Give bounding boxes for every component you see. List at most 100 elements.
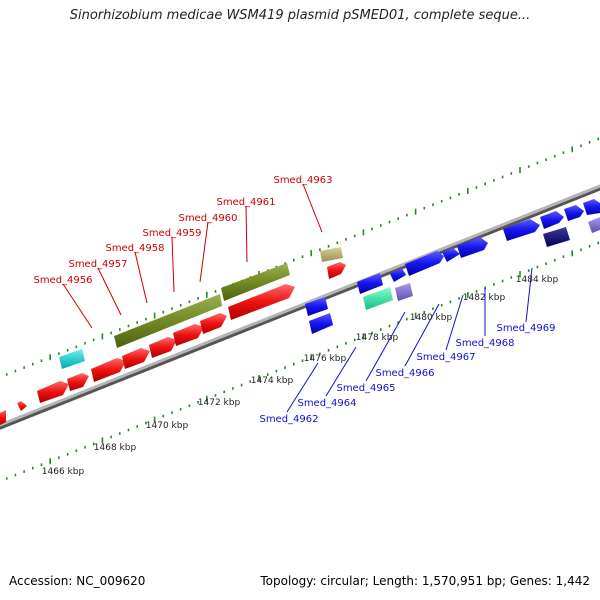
minor-tick (240, 383, 243, 387)
gene-arrow-forward[interactable] (457, 237, 488, 258)
gene-label[interactable]: Smed_4965 (336, 383, 395, 394)
major-tick (101, 437, 104, 444)
gene-arrow-forward[interactable] (583, 199, 600, 215)
minor-tick (293, 362, 295, 366)
gene-cyan[interactable] (59, 349, 85, 369)
kbp-tick-label: 1482 kbp (463, 293, 506, 303)
minor-tick (432, 203, 434, 206)
major-tick (206, 291, 208, 298)
gene-label[interactable]: Smed_4969 (496, 323, 555, 334)
minor-tick (75, 345, 78, 349)
minor-tick (527, 165, 530, 168)
minor-tick (536, 161, 539, 165)
kbp-tick-label: 1476 kbp (304, 354, 347, 364)
gene-arrow-forward[interactable] (540, 211, 564, 229)
minor-tick (536, 265, 539, 269)
minor-tick (423, 310, 426, 314)
major-tick (153, 416, 156, 423)
minor-tick (179, 303, 182, 307)
gene-lavender[interactable] (588, 217, 600, 233)
minor-tick (371, 227, 373, 231)
minor-tick (562, 151, 565, 154)
gene-arrow-reverse[interactable] (0, 410, 6, 425)
minor-tick (554, 154, 556, 158)
gene-mint[interactable] (363, 287, 393, 310)
kbp-tick-label: 1478 kbp (356, 333, 399, 343)
genome-summary-text: Topology: circular; Length: 1,570,951 bp… (260, 574, 590, 588)
forward-strand-genes (305, 199, 600, 334)
gene-label[interactable]: Smed_4958 (105, 243, 164, 254)
gene-arrow-reverse[interactable] (91, 358, 126, 382)
minor-tick (475, 186, 478, 189)
gene-arrow-forward[interactable] (390, 268, 406, 282)
gene-lavender[interactable] (395, 283, 413, 301)
minor-tick (136, 321, 138, 324)
gene-arrow-forward[interactable] (309, 313, 333, 334)
gene-label[interactable]: Smed_4963 (273, 175, 332, 186)
leader-line (245, 205, 248, 263)
gene-arrow-forward[interactable] (564, 205, 584, 221)
genome-map[interactable]: Smed_4956 Smed_4957 Smed_4958 Smed_4959 … (0, 0, 600, 560)
gene-label[interactable]: Smed_4964 (297, 398, 356, 409)
minor-tick (458, 193, 460, 196)
minor-tick (293, 258, 295, 262)
reverse-gene-labels: Smed_4956 Smed_4957 Smed_4958 Smed_4959 … (33, 175, 332, 286)
kbp-tick-label: 1466 kbp (42, 467, 85, 477)
kbp-tick-label: 1484 kbp (516, 275, 559, 285)
gene-arrow-forward[interactable] (357, 273, 383, 294)
gene-arrow-reverse[interactable] (122, 348, 150, 369)
major-tick (49, 354, 51, 361)
gene-arrow-reverse[interactable] (37, 381, 69, 403)
minor-tick (162, 310, 165, 314)
gene-arrow-reverse[interactable] (67, 373, 89, 391)
gene-label[interactable]: Smed_4961 (216, 197, 275, 208)
gene-arrow-forward[interactable] (503, 219, 540, 241)
leader-line (199, 221, 209, 283)
minor-tick (110, 435, 112, 439)
leader-line (302, 183, 323, 233)
gene-arrow-reverse[interactable] (228, 284, 295, 320)
gene-label[interactable]: Smed_4960 (178, 213, 237, 224)
gene-khaki[interactable] (320, 247, 343, 262)
major-tick (519, 167, 521, 174)
minor-tick (319, 352, 321, 356)
major-tick (467, 291, 469, 298)
minor-tick (345, 238, 347, 241)
gene-arrow-reverse[interactable] (200, 313, 227, 334)
leader-line (365, 311, 406, 382)
gene-label[interactable]: Smed_4962 (259, 414, 318, 425)
major-tick (362, 229, 365, 236)
gene-label[interactable]: Smed_4968 (455, 338, 514, 349)
minor-tick (197, 297, 199, 300)
minor-tick (284, 366, 286, 369)
gene-rna-olive[interactable] (221, 263, 290, 301)
minor-tick (353, 338, 356, 342)
gene-label[interactable]: Smed_4967 (416, 352, 475, 363)
lower-tick-track (5, 241, 600, 480)
gene-arrow-reverse[interactable] (17, 401, 27, 411)
gene-label[interactable]: Smed_4957 (68, 259, 127, 270)
gene-arrow-forward[interactable] (442, 248, 460, 262)
minor-tick (275, 369, 278, 373)
gene-label[interactable]: Smed_4956 (33, 275, 92, 286)
major-tick (571, 146, 573, 153)
minor-tick (66, 349, 69, 352)
minor-tick (380, 328, 382, 331)
major-tick (310, 250, 312, 257)
minor-tick (388, 324, 391, 328)
gene-rna-olive[interactable] (114, 294, 222, 348)
minor-tick (440, 199, 443, 203)
gene-arrow-forward[interactable] (405, 251, 444, 276)
gene-arrow-reverse[interactable] (327, 262, 346, 279)
gene-arrow-reverse[interactable] (173, 324, 204, 346)
gene-label[interactable]: Smed_4959 (142, 228, 201, 239)
backbone (0, 184, 600, 427)
minor-tick (510, 276, 513, 279)
minor-tick (84, 342, 86, 345)
gene-label[interactable]: Smed_4966 (375, 368, 434, 379)
minor-tick (458, 297, 460, 300)
minor-tick (493, 179, 495, 182)
gene-arrow-reverse[interactable] (149, 337, 177, 358)
gene-arrow-forward[interactable] (305, 297, 328, 316)
gene-navy[interactable] (543, 227, 570, 247)
